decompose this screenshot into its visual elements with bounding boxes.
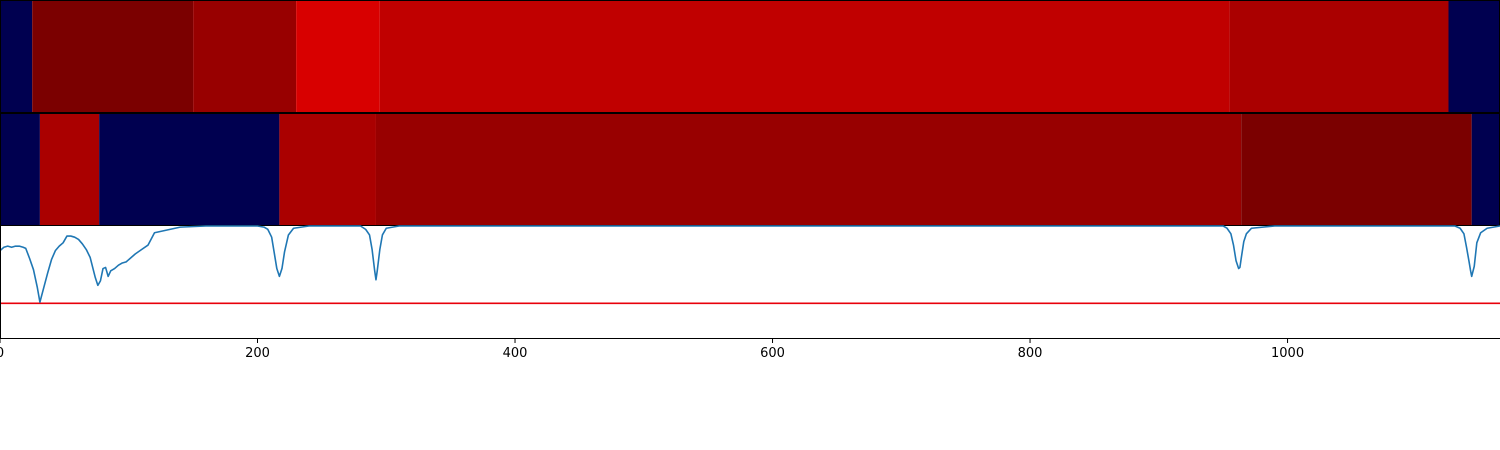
heatmap-cell-7 xyxy=(1471,114,1500,225)
x-tick-label: 400 xyxy=(503,346,528,361)
heatmap-cell-5 xyxy=(379,1,1230,112)
x-axis: 0 200 400 600 800 1000 xyxy=(0,338,1304,361)
heatmap-cell-5 xyxy=(375,114,1242,225)
heatmap-cell-4 xyxy=(279,114,376,225)
x-tick-label: 800 xyxy=(1018,346,1043,361)
heatmap-cell-2 xyxy=(32,1,194,112)
heatmap-cell-6 xyxy=(1241,114,1472,225)
heatmap-cell-3 xyxy=(193,1,297,112)
heatmap-cell-6 xyxy=(1229,1,1449,112)
heatmap-cell-1 xyxy=(0,1,33,112)
line-panel xyxy=(0,225,1500,339)
heatmap-cell-3 xyxy=(99,114,280,225)
x-tick-label: 600 xyxy=(760,346,785,361)
x-tick-label: 200 xyxy=(245,346,270,361)
series-line-1 xyxy=(0,225,1500,303)
heatmap-panel-middle xyxy=(0,113,1500,226)
heatmap-cell-1 xyxy=(0,114,40,225)
heatmap-cell-7 xyxy=(1448,1,1500,112)
x-tick-label: 1000 xyxy=(1271,346,1304,361)
heatmap-cell-2 xyxy=(39,114,100,225)
heatmap-cell-4 xyxy=(296,1,380,112)
x-tick-label: 0 xyxy=(0,346,4,361)
heatmap-panel-top xyxy=(0,0,1500,113)
